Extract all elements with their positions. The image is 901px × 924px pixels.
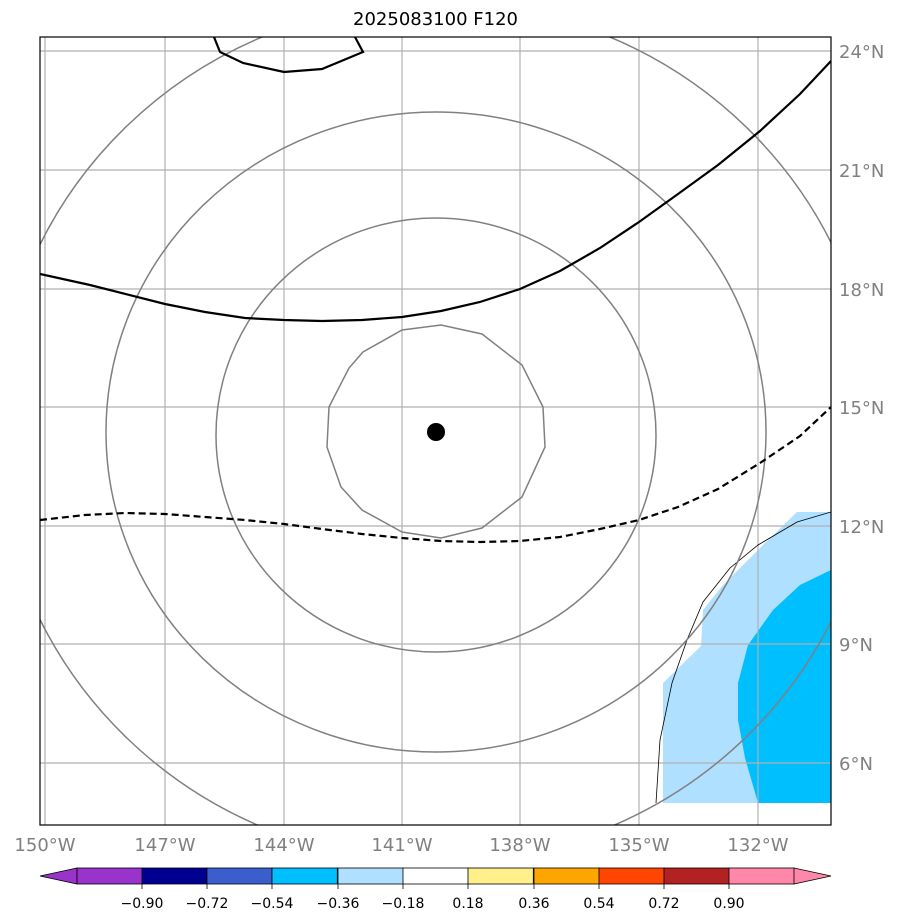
colorbar-segment — [728, 867, 795, 885]
lat-label: 24°N — [839, 42, 884, 63]
colorbar-segment — [337, 867, 404, 885]
lat-label: 21°N — [839, 161, 884, 182]
lon-label: 132°W — [727, 835, 788, 856]
storm-center-dot — [427, 423, 445, 441]
colorbar-segment — [598, 867, 665, 885]
colorbar-tick-labels: −0.90 −0.72 −0.54 −0.36 −0.18 0.18 0.36 … — [121, 896, 745, 912]
colorbar-segment — [467, 867, 534, 885]
lat-label: 18°N — [839, 280, 884, 301]
lat-label: 15°N — [839, 398, 884, 419]
colorbar-tick-label: −0.18 — [382, 896, 425, 912]
black-contour-upper — [212, 37, 365, 74]
colorbar — [39, 867, 832, 885]
colorbar-extend-min — [39, 867, 78, 885]
graticule — [40, 37, 831, 825]
colorbar-tick-label: 0.54 — [583, 896, 614, 912]
colorbar-segment — [141, 867, 208, 885]
colorbar-segment — [76, 867, 143, 885]
lon-label: 147°W — [134, 835, 195, 856]
colorbar-tick-label: 0.90 — [713, 896, 744, 912]
colorbar-segment — [271, 867, 338, 885]
latitude-labels: 24°N 21°N 18°N 15°N 12°N 9°N 6°N — [839, 42, 884, 775]
black-dashed-contour — [40, 406, 831, 544]
lon-label: 141°W — [371, 835, 432, 856]
map-frame — [39, 36, 832, 826]
lat-label: 6°N — [839, 754, 873, 775]
colorbar-tick-label: 0.72 — [648, 896, 679, 912]
colorbar-tick-label: −0.54 — [251, 896, 294, 912]
colorbar-tick-label: −0.36 — [317, 896, 360, 912]
colorbar-segment — [206, 867, 273, 885]
coastline — [655, 511, 831, 804]
colorbar-tick-label: −0.90 — [121, 896, 164, 912]
colorbar-tick-label: 0.18 — [452, 896, 483, 912]
lat-label: 12°N — [839, 517, 884, 538]
colorbar-tick-label: 0.36 — [518, 896, 549, 912]
colorbar-segment — [402, 867, 469, 885]
black-contour-main — [40, 60, 831, 323]
lon-label: 144°W — [253, 835, 314, 856]
colorbar-segment — [663, 867, 730, 885]
shading-blue — [738, 570, 831, 803]
colorbar-segment — [533, 867, 600, 885]
map-title: 2025083100 F120 — [353, 9, 518, 30]
colorbar-ticks — [141, 884, 730, 889]
lon-label: 135°W — [608, 835, 669, 856]
longitude-labels: 150°W 147°W 144°W 141°W 138°W 135°W 132°… — [14, 835, 788, 856]
gray-contours — [40, 37, 831, 825]
lon-label: 138°W — [489, 835, 550, 856]
lat-label: 9°N — [839, 635, 873, 656]
colorbar-tick-label: −0.72 — [186, 896, 229, 912]
colorbar-extend-max — [793, 867, 832, 885]
lon-label: 150°W — [14, 835, 75, 856]
